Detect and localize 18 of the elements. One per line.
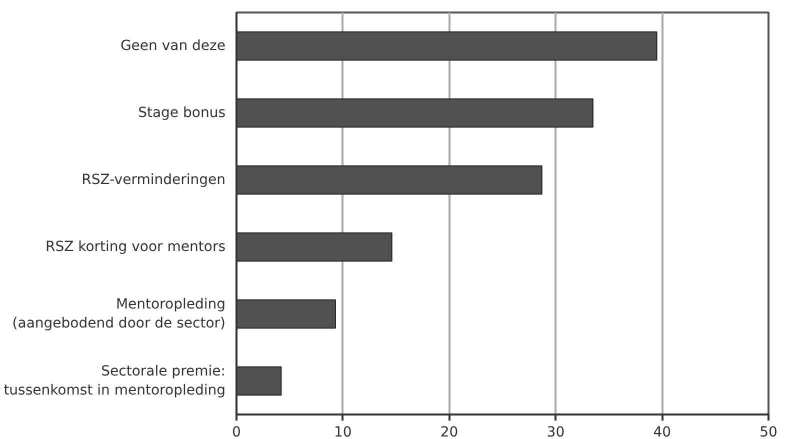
y-tick-label: RSZ-verminderingen [82, 172, 226, 188]
y-tick-label: Sectorale premie: tussenkomst in mentoropleding [4, 363, 226, 399]
bar [236, 232, 392, 262]
x-tick-label: 20 [440, 424, 458, 439]
x-tick-label: 0 [232, 424, 241, 439]
y-tick-label: Stage bonus [138, 105, 226, 121]
x-tick-label: 30 [546, 424, 565, 439]
x-tick-label: 10 [334, 424, 352, 439]
bar [236, 31, 658, 61]
bar [236, 299, 336, 329]
bar [236, 98, 594, 128]
bar [236, 366, 282, 396]
y-tick-label: Mentoropleding (aangebodend door de sector) [12, 296, 226, 332]
y-tick-label: RSZ korting voor mentors [45, 239, 226, 255]
bar [236, 165, 542, 195]
x-tick-label: 50 [760, 424, 778, 439]
x-tick-label: 40 [653, 424, 672, 439]
y-tick-label: Geen van deze [120, 38, 226, 54]
